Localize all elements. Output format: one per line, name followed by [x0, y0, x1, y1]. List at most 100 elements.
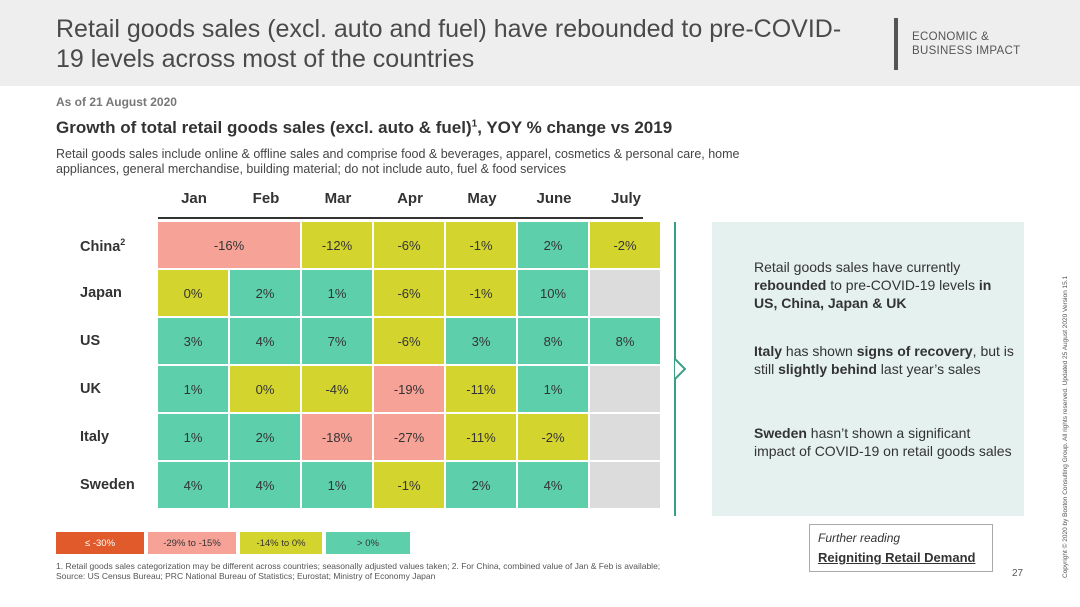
- heatmap-cell-sweden-apr: -1%: [374, 462, 444, 508]
- legend-label: -29% to -15%: [163, 537, 221, 549]
- insight-italy: Italy has shown signs of recovery, but i…: [754, 342, 1014, 378]
- heatmap-cell-us-july: 8%: [590, 318, 660, 364]
- heatmap-cell-japan-feb: 2%: [230, 270, 300, 316]
- heatmap-cell-uk-feb: 0%: [230, 366, 300, 412]
- footnotes: 1. Retail goods sales categorization may…: [56, 561, 816, 581]
- heatmap-cell-uk-july: [590, 366, 660, 412]
- insight-text: Retail goods sales have currently: [754, 259, 961, 275]
- heatmap-cell-sweden-mar: 1%: [302, 462, 372, 508]
- row-label-japan: Japan: [80, 285, 122, 301]
- heatmap-cell-uk-may: -11%: [446, 366, 516, 412]
- legend-label: > 0%: [357, 537, 379, 549]
- insight-emphasis: Italy: [754, 343, 783, 359]
- heatmap-cell-italy-june: -2%: [518, 414, 588, 460]
- chevron-right-icon: [674, 358, 686, 380]
- legend-item-m29-m15: -29% to -15%: [148, 532, 236, 554]
- heatmap-cell-sweden-june: 4%: [518, 462, 588, 508]
- heatmap-cell-uk-jan: 1%: [158, 366, 228, 412]
- insight-text: last year’s sales: [876, 361, 981, 377]
- copyright-note: Copyright © 2020 by Boston Consulting Gr…: [1062, 275, 1069, 578]
- heatmap-cell-italy-mar: -18%: [302, 414, 372, 460]
- brand-label: ECONOMIC & BUSINESS IMPACT: [912, 30, 1052, 58]
- brand-line-1: ECONOMIC &: [912, 31, 990, 43]
- insights-panel: Retail goods sales have currently reboun…: [712, 222, 1024, 516]
- chart-title: Growth of total retail goods sales (excl…: [56, 118, 672, 138]
- header-rule: [158, 217, 643, 219]
- column-header-may: May: [467, 190, 497, 207]
- insight-emphasis: signs of recovery: [856, 343, 973, 359]
- chart-title-suffix: , YOY % change vs 2019: [477, 118, 673, 137]
- row-label-uk: UK: [80, 381, 101, 397]
- row-label-us: US: [80, 333, 101, 349]
- heatmap-cell-us-may: 3%: [446, 318, 516, 364]
- heatmap-cell-us-mar: 7%: [302, 318, 372, 364]
- footnote-1: 1. Retail goods sales categorization may…: [56, 561, 661, 571]
- chart-description: Retail goods sales include online & offl…: [56, 147, 740, 176]
- insight-rebounded: Retail goods sales have currently reboun…: [754, 258, 1014, 312]
- chart-title-main: Growth of total retail goods sales (excl…: [56, 118, 472, 137]
- heatmap-cell-sweden-feb: 4%: [230, 462, 300, 508]
- page-number: 27: [1012, 568, 1024, 579]
- row-label-sweden: Sweden: [80, 477, 135, 493]
- page-title: Retail goods sales (excl. auto and fuel)…: [56, 15, 842, 73]
- heatmap-cell-italy-may: -11%: [446, 414, 516, 460]
- heatmap-cell-uk-june: 1%: [518, 366, 588, 412]
- heatmap-cell-italy-feb: 2%: [230, 414, 300, 460]
- insight-emphasis: rebounded: [754, 277, 827, 293]
- legend-item-m14-0: -14% to 0%: [240, 532, 322, 554]
- heatmap-cell-japan-july: [590, 270, 660, 316]
- chart-title-footnote: 1: [471, 118, 478, 130]
- brand-divider: [894, 18, 898, 70]
- heatmap-cell-us-apr: -6%: [374, 318, 444, 364]
- column-header-feb: Feb: [252, 190, 280, 207]
- legend-label: -14% to 0%: [256, 537, 306, 549]
- heatmap-cell-japan-apr: -6%: [374, 270, 444, 316]
- heatmap-cell-uk-apr: -19%: [374, 366, 444, 412]
- header-band: Retail goods sales (excl. auto and fuel)…: [0, 0, 1080, 86]
- heatmap-cell-japan-may: -1%: [446, 270, 516, 316]
- row-label-italy: Italy: [80, 429, 110, 445]
- insight-emphasis: in US, China, Japan & UK: [754, 277, 992, 311]
- insight-text: , but is still: [754, 343, 1014, 377]
- heatmap-cell-japan-june: 10%: [518, 270, 588, 316]
- legend-item-gt0: > 0%: [326, 532, 410, 554]
- column-header-july: July: [610, 190, 641, 207]
- further-reading-link[interactable]: Reigniting Retail Demand: [818, 550, 976, 565]
- heatmap-cell-china-may: -1%: [446, 222, 516, 268]
- legend-item-le-minus30: ≤ -30%: [56, 532, 144, 554]
- insight-text: has shown: [782, 343, 857, 359]
- column-header-mar: Mar: [324, 190, 352, 207]
- heatmap-cell-china-mar: -12%: [302, 222, 372, 268]
- heatmap-cell-italy-apr: -27%: [374, 414, 444, 460]
- row-label-china: China2: [80, 237, 126, 255]
- column-header-jan: Jan: [181, 190, 207, 207]
- insight-emphasis: slightly behind: [778, 361, 877, 377]
- column-header-june: June: [536, 190, 572, 207]
- heatmap-cell-us-june: 8%: [518, 318, 588, 364]
- heatmap-cell-italy-july: [590, 414, 660, 460]
- heatmap-cell-china-june: 2%: [518, 222, 588, 268]
- column-header-apr: Apr: [397, 190, 423, 207]
- further-reading-box: Further reading Reigniting Retail Demand: [809, 524, 993, 572]
- heatmap-cell-china-july: -2%: [590, 222, 660, 268]
- brand-line-2: BUSINESS IMPACT: [912, 45, 1021, 57]
- heatmap-cell-sweden-may: 2%: [446, 462, 516, 508]
- insight-text: hasn’t shown a significant impact of COV…: [754, 425, 1012, 459]
- row-label-footnote: 2: [120, 237, 126, 247]
- as-of-date: As of 21 August 2020: [56, 95, 177, 109]
- heatmap-cell-japan-mar: 1%: [302, 270, 372, 316]
- heatmap-cell-us-jan: 3%: [158, 318, 228, 364]
- heatmap-cell-sweden-jan: 4%: [158, 462, 228, 508]
- legend-label: ≤ -30%: [84, 537, 116, 549]
- heatmap-cell-china-apr: -6%: [374, 222, 444, 268]
- heatmap-cell-china-jan: -16%: [158, 222, 300, 268]
- insight-text: to pre-COVID-19 levels: [826, 277, 979, 293]
- insight-sweden: Sweden hasn’t shown a significant impact…: [754, 424, 1014, 460]
- footnote-source: Source: US Census Bureau; PRC National B…: [56, 571, 436, 581]
- heatmap-cell-italy-jan: 1%: [158, 414, 228, 460]
- heatmap-cell-us-feb: 4%: [230, 318, 300, 364]
- further-reading-title: Further reading: [818, 531, 901, 545]
- heatmap-cell-japan-jan: 0%: [158, 270, 228, 316]
- heatmap-cell-sweden-july: [590, 462, 660, 508]
- heatmap-cell-uk-mar: -4%: [302, 366, 372, 412]
